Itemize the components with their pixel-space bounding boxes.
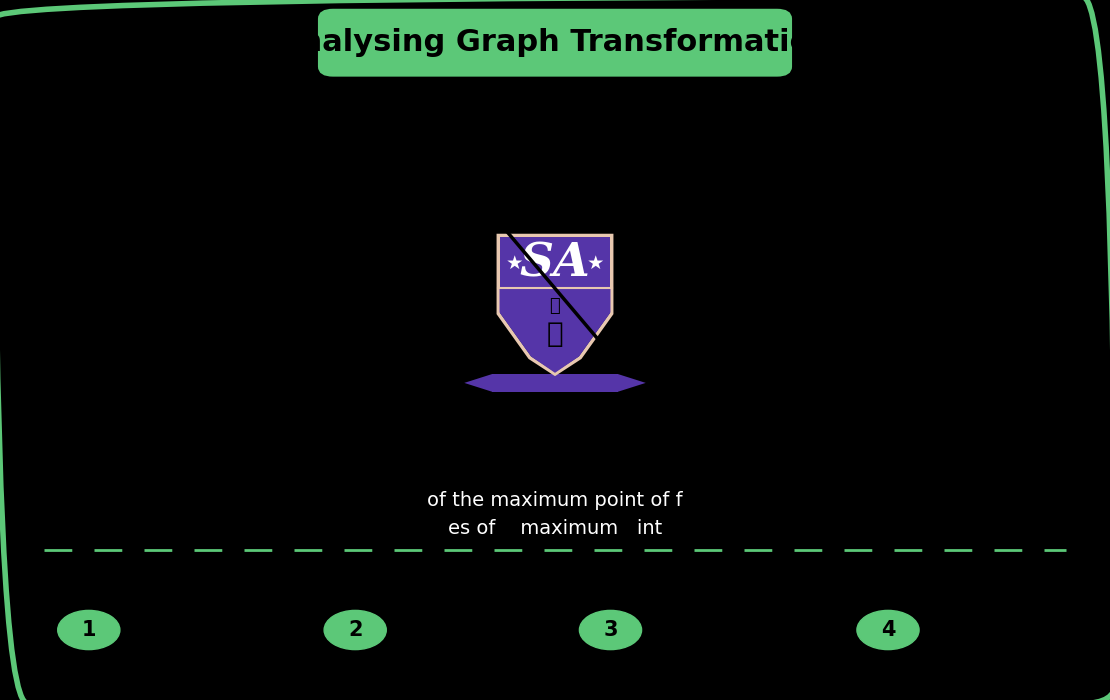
Polygon shape	[492, 374, 618, 392]
Polygon shape	[500, 288, 610, 373]
Text: 4: 4	[880, 620, 896, 640]
Text: ★: ★	[586, 253, 604, 273]
Text: ★: ★	[506, 253, 524, 273]
Circle shape	[324, 610, 386, 650]
Text: 👥: 👥	[549, 297, 561, 315]
Polygon shape	[500, 237, 610, 288]
Circle shape	[58, 610, 120, 650]
FancyBboxPatch shape	[320, 10, 790, 75]
Text: Analysing Graph Transformation: Analysing Graph Transformation	[278, 28, 832, 57]
Circle shape	[857, 610, 919, 650]
Polygon shape	[498, 235, 612, 374]
Polygon shape	[464, 374, 508, 392]
Text: 2: 2	[347, 620, 363, 640]
Circle shape	[579, 610, 642, 650]
Text: 1: 1	[81, 620, 97, 640]
Text: 3: 3	[603, 620, 618, 640]
Text: es of    maximum   int: es of maximum int	[447, 519, 663, 538]
Polygon shape	[602, 374, 646, 392]
Text: SA: SA	[519, 240, 591, 286]
Text: of the maximum point of f: of the maximum point of f	[427, 491, 683, 510]
Text: 📖: 📖	[547, 320, 563, 348]
Text: y = f(x): y = f(x)	[562, 205, 614, 219]
